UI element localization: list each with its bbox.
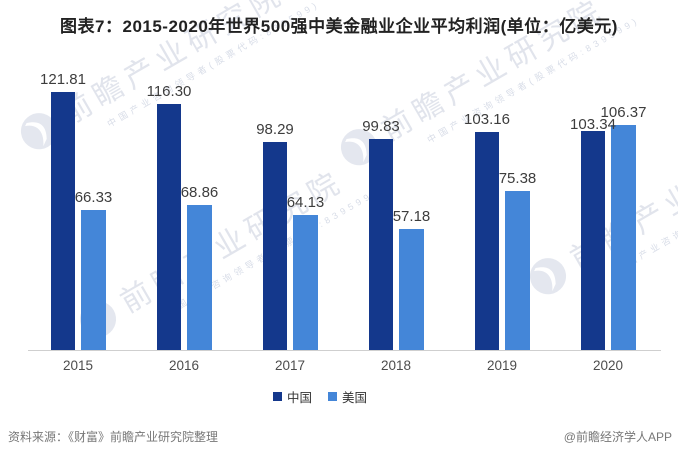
bar-usa-2015 [81,209,106,351]
credit-note: @前瞻经济学人APP [563,430,672,444]
x-axis-label-2019: 2019 [486,358,518,373]
value-label-china-2017: 98.29 [256,120,294,138]
bar-china-2020 [581,131,605,351]
bar-usa-2016 [187,204,212,351]
x-axis-label-2016: 2016 [168,358,200,373]
x-axis-label-2015: 2015 [62,358,94,373]
value-label-china-2019: 103.16 [464,110,510,128]
bar-usa-2019 [505,190,530,351]
source-note: 资料来源：《财富》前瞻产业研究院整理 [8,430,219,444]
value-label-usa-2018: 57.18 [392,208,431,226]
legend-swatch-china [272,392,282,401]
legend-item-usa: 美国 [328,387,367,406]
value-label-usa-2017: 64.13 [286,193,325,211]
bar-china-2015 [51,91,75,351]
bar-china-2019 [475,131,499,351]
value-label-china-2015: 121.81 [40,70,86,88]
bar-usa-2018 [399,229,424,351]
bar-usa-2017 [293,214,318,351]
value-label-usa-2019: 75.38 [498,169,537,187]
value-label-usa-2020: 106.37 [600,103,647,121]
value-label-china-2018: 99.83 [362,117,400,135]
x-axis-line [28,350,661,351]
value-label-china-2020: 103.34 [570,116,616,134]
value-label-usa-2016: 68.86 [180,183,219,201]
legend-label-china: 中国 [286,391,312,405]
bar-china-2016 [157,103,181,351]
bar-usa-2020 [611,124,636,351]
x-axis-label-2017: 2017 [274,358,306,373]
x-axis-label-2020: 2020 [592,358,624,373]
legend-swatch-usa [328,392,337,401]
value-label-china-2016: 116.30 [146,82,192,100]
value-label-usa-2015: 66.33 [74,188,113,206]
legend-label-usa: 美国 [342,391,368,405]
bar-china-2017 [263,141,287,351]
legend: 中国 美国 [0,387,640,406]
bar-china-2018 [369,138,393,351]
chart-title: 图表7：2015-2020年世界500强中美金融业企业平均利润(单位：亿美元) [60,17,618,36]
legend-item-china: 中国 [272,387,312,406]
x-axis-label-2018: 2018 [380,358,412,373]
